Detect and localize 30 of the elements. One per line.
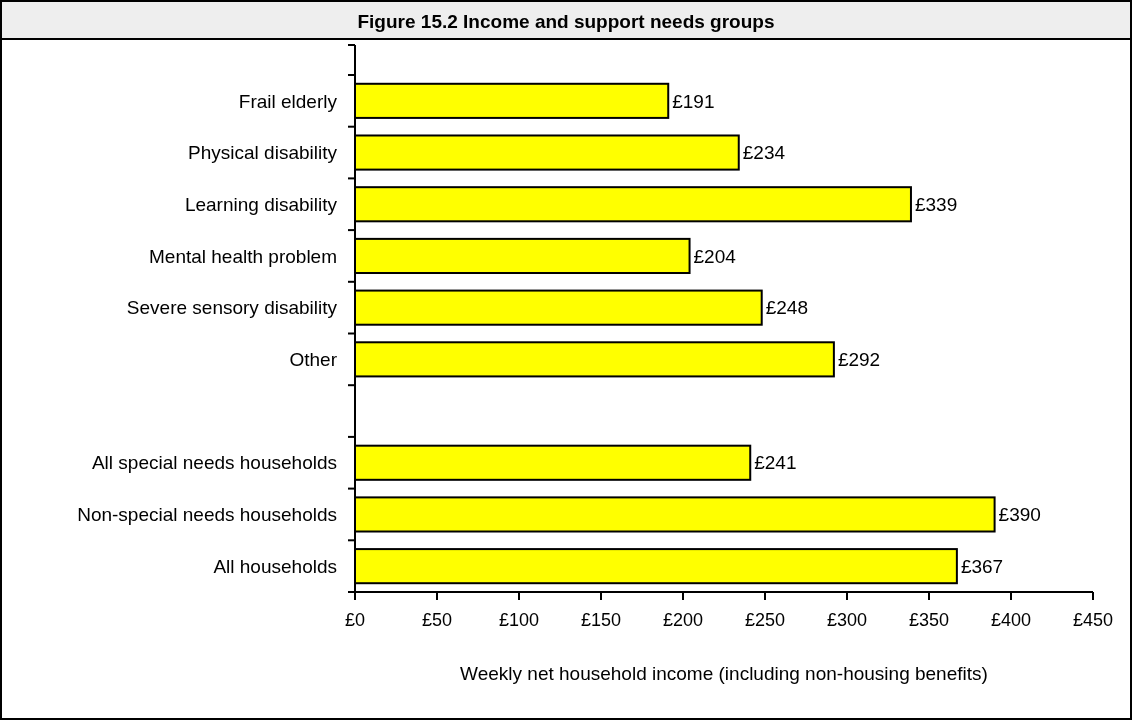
data-label: £248 <box>765 297 808 319</box>
y-tick-label: All special needs households <box>91 452 337 474</box>
x-tick-label: £350 <box>908 610 950 631</box>
y-tick-label: Other <box>289 349 338 370</box>
data-label: £241 <box>754 452 797 474</box>
x-tick-label: £50 <box>421 610 453 631</box>
data-label: £234 <box>742 142 786 164</box>
x-axis-title: Weekly net household income (including non-housing benefits) <box>460 662 988 684</box>
data-label: £367 <box>960 555 1004 577</box>
y-tick-label: Frail elderly <box>238 90 338 112</box>
y-tick-label: Severe sensory disability <box>126 297 338 319</box>
x-tick-label: £300 <box>826 610 868 631</box>
data-label: £339 <box>914 193 958 215</box>
y-tick-label: Physical disability <box>188 142 338 164</box>
y-tick-label: Mental health problem <box>149 245 337 267</box>
x-tick-label: £450 <box>1072 610 1114 631</box>
x-tick-label: £150 <box>580 610 622 631</box>
y-tick-label: Learning disability <box>184 193 338 215</box>
data-label: £191 <box>672 90 715 112</box>
y-tick-label: Non-special needs households <box>77 504 337 526</box>
x-tick-label: £0 <box>344 610 366 631</box>
data-label: £390 <box>998 504 1041 526</box>
x-tick-label: £400 <box>990 610 1032 631</box>
x-tick-label: £200 <box>662 610 704 631</box>
x-tick-label: £100 <box>498 610 540 631</box>
y-tick-label: All households <box>213 555 337 577</box>
x-tick-label: £250 <box>744 610 786 631</box>
chart-title: Figure 15.2 Income and support needs groups <box>357 10 775 32</box>
data-label: £204 <box>693 245 737 267</box>
data-label: £292 <box>837 349 881 370</box>
